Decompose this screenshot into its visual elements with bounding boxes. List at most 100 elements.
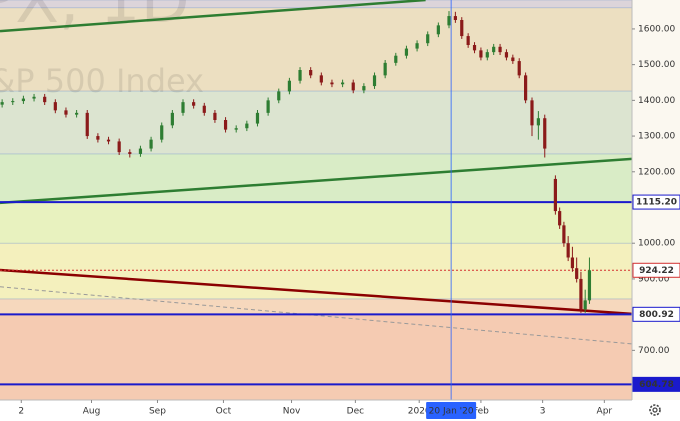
candle-body — [415, 43, 419, 49]
trend-line — [0, 157, 632, 205]
candle-body — [192, 102, 196, 106]
price-label: 604.78 — [639, 380, 674, 390]
candle-body — [11, 101, 15, 103]
x-tick-label: 3 — [540, 407, 546, 417]
candle-body — [128, 152, 132, 154]
candle-body — [32, 96, 36, 99]
candle-body — [498, 46, 502, 53]
crosshair-label: 20 Jan '20 — [429, 407, 474, 417]
candle-body — [223, 120, 228, 130]
zone — [0, 91, 632, 154]
settings-gear — [649, 404, 661, 416]
candle-body — [570, 257, 575, 269]
x-tick-label: Nov — [283, 407, 301, 417]
candle-body — [64, 110, 68, 115]
candle-body — [85, 112, 89, 137]
candle-body — [372, 75, 377, 87]
watermark-description: S&P 500 Index — [0, 62, 204, 100]
candle-body — [96, 136, 100, 140]
candle-body — [255, 112, 260, 124]
x-tick-label: 2020 — [408, 407, 431, 417]
candle-body — [0, 102, 4, 105]
candle-body — [170, 112, 174, 126]
settings-gear-hub — [652, 407, 658, 413]
candle-body — [583, 300, 587, 310]
y-tick-label: 700.00 — [638, 346, 670, 356]
y-tick-label: 900.00 — [638, 274, 670, 284]
candle-body — [21, 98, 26, 102]
candle-body — [517, 61, 521, 76]
price-label: 924.22 — [639, 266, 674, 276]
candle-body — [543, 118, 547, 149]
candle-body — [485, 52, 489, 58]
candle-body — [558, 211, 562, 226]
x-tick-label: Apr — [597, 407, 613, 417]
candle-body — [479, 50, 483, 58]
crosshair-label-box — [426, 402, 477, 419]
candle-body — [492, 46, 496, 53]
candle-body — [319, 75, 323, 83]
x-tick-label: 2 — [18, 407, 24, 417]
candle-body — [287, 80, 292, 92]
x-tick-label: Oct — [216, 407, 232, 417]
trend-line — [0, 286, 632, 345]
candle-body — [138, 148, 143, 154]
candle-body — [466, 36, 470, 45]
candle-body — [436, 25, 440, 35]
candle-body — [394, 55, 398, 63]
candle-body — [75, 112, 79, 115]
candle-body — [351, 82, 355, 91]
candle-body — [362, 86, 366, 91]
y-tick-label: 1200.00 — [638, 167, 675, 177]
settings-button[interactable] — [649, 404, 661, 416]
candle-body — [181, 102, 185, 113]
price-label: 800.92 — [639, 310, 674, 320]
candle-body — [298, 70, 302, 81]
candle-body — [472, 45, 477, 51]
candle-body — [309, 70, 313, 76]
candle-body — [234, 128, 238, 130]
candle-body — [511, 57, 515, 62]
candle-body — [579, 278, 583, 310]
time-axis — [0, 400, 680, 421]
zone — [0, 153, 632, 203]
candle-body — [383, 62, 387, 76]
candle-body — [117, 141, 121, 153]
y-tick-label: 1000.00 — [638, 239, 675, 249]
candle-body — [266, 100, 270, 113]
trend-line — [0, 0, 426, 33]
y-tick-label: 1600.00 — [638, 24, 675, 34]
y-tick-label: 1400.00 — [638, 96, 675, 106]
candle-body — [553, 178, 557, 212]
candle-body — [447, 16, 451, 26]
price-label: 1115.20 — [636, 198, 677, 208]
candle-body — [504, 52, 509, 58]
candle-body — [536, 118, 540, 126]
y-tick-label: 1500.00 — [638, 60, 675, 70]
candle-body — [566, 243, 570, 258]
candle-body — [426, 34, 430, 44]
x-tick-label: Sep — [149, 407, 166, 417]
candle-body — [53, 102, 57, 111]
x-tick-label: Aug — [83, 407, 101, 417]
candle-body — [106, 139, 111, 142]
price-label-box — [632, 306, 680, 322]
candle-body — [587, 270, 592, 301]
candle-body — [530, 100, 534, 126]
plot — [0, 0, 632, 400]
candle-body — [160, 125, 164, 140]
zone — [0, 0, 632, 8]
price-label-box — [632, 194, 680, 210]
price-label-box — [632, 376, 680, 392]
zone — [0, 314, 632, 400]
zone-layer — [0, 0, 632, 400]
candle-body — [149, 139, 153, 149]
candle-body — [562, 225, 566, 244]
x-tick-label: Feb — [473, 407, 489, 417]
x-tick-label: Dec — [347, 407, 364, 417]
candle-body — [404, 48, 409, 56]
trend-line — [0, 268, 632, 316]
price-label-box — [632, 262, 680, 278]
candle-body — [340, 82, 345, 85]
